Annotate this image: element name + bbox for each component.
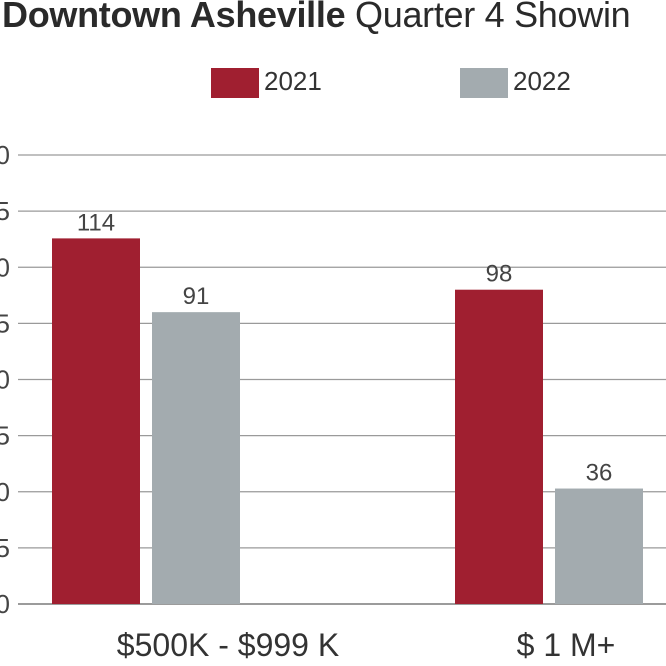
y-tick-label: 5 — [0, 196, 10, 226]
y-tick-label: 5 — [0, 308, 10, 338]
legend-label-2022: 2022 — [513, 66, 571, 96]
chart-title-rest: Quarter 4 Showin — [355, 0, 631, 35]
bar — [455, 289, 543, 604]
data-label: 91 — [183, 283, 210, 310]
legend-swatch-2021 — [211, 68, 259, 98]
bar — [555, 488, 643, 604]
chart-title: Downtown Asheville Quarter 4 Showin — [2, 0, 631, 36]
y-tick-label: 0 — [0, 477, 10, 507]
data-label: 98 — [486, 261, 513, 288]
x-category-label: $500K - $999 K — [117, 627, 339, 663]
y-tick-label: 0 — [0, 252, 10, 282]
data-label: 114 — [77, 209, 115, 236]
x-category-label: $ 1 M+ — [517, 627, 616, 663]
chart-title-bold: Downtown Asheville — [2, 0, 346, 35]
data-label: 36 — [586, 460, 613, 487]
y-tick-label: 5 — [0, 533, 10, 563]
y-tick-label: 0 — [0, 140, 10, 170]
bar — [52, 238, 140, 604]
legend-label-2021: 2021 — [264, 66, 322, 96]
y-tick-label: 5 — [0, 421, 10, 451]
legend-swatch-2022 — [460, 68, 508, 98]
y-tick-label: 0 — [0, 589, 10, 619]
y-tick-label: 0 — [0, 365, 10, 395]
bar — [152, 312, 240, 604]
